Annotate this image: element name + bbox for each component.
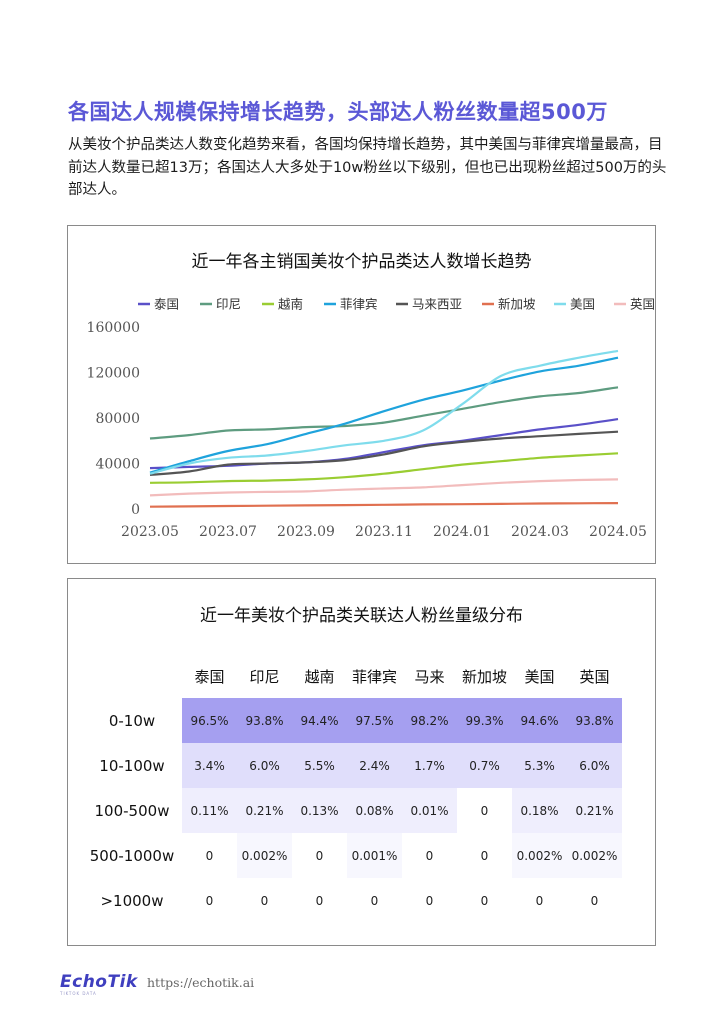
distribution-table-panel: 近一年美妆个护品类关联达人粉丝量级分布 泰国 印尼 越南 菲律宾 马来 新加坡 …: [67, 578, 656, 946]
legend-label: 新加坡: [498, 297, 536, 312]
table-corner: [82, 654, 182, 698]
table-row: >1000w 0 0 0 0 0 0 0 0: [82, 878, 622, 923]
table-cell: 3.4%: [182, 743, 237, 788]
x-tick-label: 2024.03: [511, 524, 569, 540]
column-header: 印尼: [249, 667, 280, 686]
series-line: [149, 478, 619, 497]
logo-tagline: TIKTOK DATA: [60, 991, 97, 996]
column-header: 美国: [524, 667, 555, 686]
column-header: 新加坡: [461, 667, 507, 686]
table-cell: 0.21%: [567, 788, 622, 833]
series-line: [149, 349, 619, 475]
table-cell: 0.002%: [237, 833, 292, 878]
table-cell: 0.21%: [237, 788, 292, 833]
table-cell: 0.7%: [457, 743, 512, 788]
table-cell: 0.002%: [512, 833, 567, 878]
series-line: [149, 502, 619, 508]
row-label: >1000w: [100, 891, 164, 910]
line-chart: 0 40000 80000 120000 160000 2023.05 2023.07 202…: [87, 297, 655, 541]
row-label: 0-10w: [108, 711, 156, 730]
table-cell: 94.6%: [512, 698, 567, 743]
y-tick-label: 120000: [87, 366, 140, 382]
table-cell: 2.4%: [347, 743, 402, 788]
table-cell: 0: [260, 893, 269, 908]
table-header-row: 泰国 印尼 越南 菲律宾 马来 新加坡 美国 英国: [82, 654, 622, 698]
table-cell: 6.0%: [237, 743, 292, 788]
table-cell: 0: [480, 803, 489, 818]
column-header: 越南: [304, 667, 335, 686]
table-row: 0-10w 96.5% 93.8% 94.4% 97.5% 98.2% 99.3…: [82, 698, 622, 743]
table-cell: 0: [370, 893, 379, 908]
line-chart-panel: 近一年各主销国美妆个护品类达人数增长趋势 0 40000 80000 120000 16…: [67, 225, 656, 564]
y-tick-label: 0: [131, 502, 140, 518]
row-label: 10-100w: [99, 756, 165, 775]
table-row: 10-100w 3.4% 6.0% 5.5% 2.4% 1.7% 0.7% 5.…: [82, 743, 622, 788]
table-cell: 0: [315, 848, 324, 863]
table-cell: 0: [205, 848, 214, 863]
table-cell: 0: [480, 893, 489, 908]
series-line: [149, 452, 619, 484]
table-row: 500-1000w 0 0.002% 0 0.001% 0 0 0.002% 0…: [82, 833, 622, 878]
column-header: 马来: [414, 667, 445, 686]
table-cell: 0: [590, 893, 599, 908]
x-tick-label: 2024.01: [433, 524, 491, 540]
legend-label: 英国: [630, 297, 655, 312]
x-tick-label: 2023.07: [199, 524, 257, 540]
table-cell: 0.08%: [347, 788, 402, 833]
line-chart-title: 近一年各主销国美妆个护品类达人数增长趋势: [191, 252, 532, 272]
legend-label: 美国: [570, 297, 595, 312]
table-cell: 94.4%: [292, 698, 347, 743]
table-cell: 0: [425, 893, 434, 908]
table-cell: 96.5%: [182, 698, 237, 743]
x-tick-label: 2024.05: [589, 524, 647, 540]
table-cell: 93.8%: [567, 698, 622, 743]
y-tick-label: 80000: [95, 411, 140, 427]
y-tick-label: 160000: [87, 320, 140, 336]
series-line: [149, 386, 619, 440]
column-header: 泰国: [194, 667, 225, 686]
y-tick-label: 40000: [95, 457, 140, 473]
table-cell: 0: [205, 893, 214, 908]
table-cell: 6.0%: [567, 743, 622, 788]
table-cell: 98.2%: [402, 698, 457, 743]
legend-label: 印尼: [216, 297, 241, 312]
table-cell: 0: [425, 848, 434, 863]
column-header: 菲律宾: [351, 667, 397, 686]
table-cell: 0.18%: [512, 788, 567, 833]
series-line: [149, 430, 619, 476]
x-tick-label: 2023.09: [277, 524, 335, 540]
table-cell: 97.5%: [347, 698, 402, 743]
echotik-logo: EchoTik: [60, 972, 138, 992]
footer-url[interactable]: https://echotik.ai: [147, 975, 255, 990]
table-cell: 99.3%: [457, 698, 512, 743]
table-cell: 5.5%: [292, 743, 347, 788]
table-cell: 0: [535, 893, 544, 908]
table-cell: 93.8%: [237, 698, 292, 743]
table-cell: 5.3%: [512, 743, 567, 788]
row-label: 100-500w: [94, 801, 170, 820]
row-label: 500-1000w: [89, 846, 175, 865]
column-header: 英国: [579, 667, 610, 686]
series-line: [149, 356, 619, 474]
distribution-table-title: 近一年美妆个护品类关联达人粉丝量级分布: [200, 606, 523, 626]
table-cell: 0.11%: [182, 788, 237, 833]
series-line: [149, 418, 619, 470]
table-cell: 0: [480, 848, 489, 863]
x-tick-label: 2023.05: [121, 524, 179, 540]
table-cell: 1.7%: [402, 743, 457, 788]
follower-distribution-table: 泰国 印尼 越南 菲律宾 马来 新加坡 美国 英国 0-10w 96.5% 93…: [82, 654, 622, 923]
legend-label: 泰国: [154, 297, 179, 312]
legend-label: 马来西亚: [412, 297, 462, 312]
legend-label: 越南: [278, 297, 303, 312]
table-cell: 0.13%: [292, 788, 347, 833]
table-row: 100-500w 0.11% 0.21% 0.13% 0.08% 0.01% 0…: [82, 788, 622, 833]
legend-label: 菲律宾: [340, 297, 378, 312]
table-cell: 0.002%: [567, 833, 622, 878]
table-cell: 0.001%: [347, 833, 402, 878]
table-cell: 0: [315, 893, 324, 908]
intro-paragraph: 从美妆个护品类达人数变化趋势来看，各国均保持增长趋势，其中美国与菲律宾增量最高，…: [68, 137, 667, 198]
x-tick-label: 2023.11: [355, 524, 413, 540]
page-headline: 各国达人规模保持增长趋势，头部达人粉丝数量超500万: [68, 100, 608, 124]
table-cell: 0.01%: [402, 788, 457, 833]
